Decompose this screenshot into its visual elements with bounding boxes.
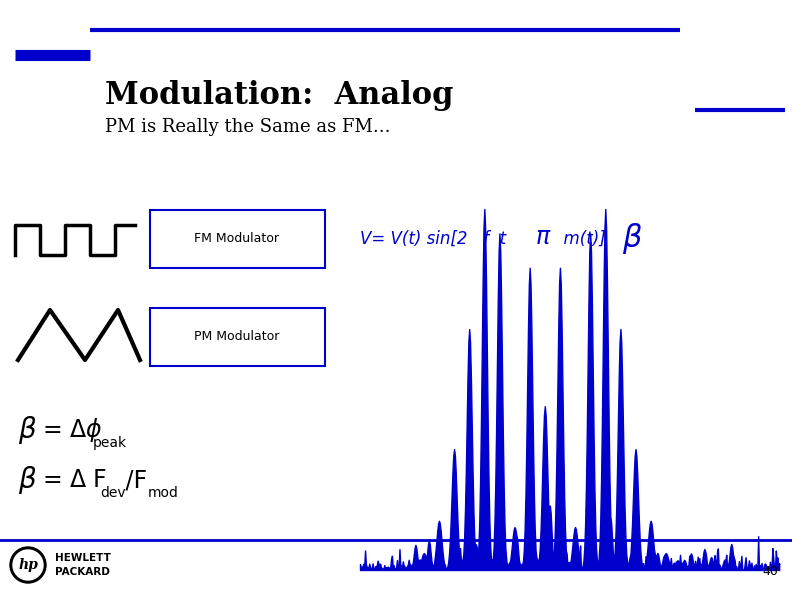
- Text: $\pi$: $\pi$: [535, 225, 551, 249]
- Circle shape: [10, 547, 46, 583]
- Text: Modulation:  Analog: Modulation: Analog: [105, 80, 454, 111]
- Text: hp: hp: [18, 558, 38, 572]
- Text: V= V(t) sin[2   f  t: V= V(t) sin[2 f t: [360, 230, 512, 248]
- FancyBboxPatch shape: [150, 308, 325, 366]
- Text: HEWLETT: HEWLETT: [55, 553, 111, 563]
- Text: /F: /F: [118, 468, 147, 492]
- Text: = $\Delta$ F: = $\Delta$ F: [42, 468, 107, 492]
- Text: FM Modulator: FM Modulator: [195, 233, 280, 245]
- Text: dev: dev: [100, 486, 126, 500]
- Text: PM is Really the Same as FM...: PM is Really the Same as FM...: [105, 118, 390, 136]
- Text: $\beta$: $\beta$: [18, 414, 37, 446]
- Text: PM Modulator: PM Modulator: [194, 330, 280, 343]
- Text: m(t)]: m(t)]: [553, 230, 606, 248]
- Text: $\beta$: $\beta$: [18, 464, 37, 496]
- FancyBboxPatch shape: [150, 210, 325, 268]
- Text: = $\Delta\phi$: = $\Delta\phi$: [42, 416, 102, 444]
- Text: PACKARD: PACKARD: [55, 567, 110, 577]
- Text: 40: 40: [762, 565, 778, 578]
- Text: mod: mod: [148, 486, 179, 500]
- Circle shape: [13, 550, 43, 580]
- Text: $\beta$: $\beta$: [622, 222, 642, 256]
- Text: peak: peak: [93, 436, 128, 450]
